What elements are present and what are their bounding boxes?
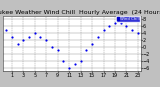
Point [68, 67, 70, 69]
Point [91, 43, 93, 44]
Point [125, 25, 128, 27]
Point [22, 39, 24, 41]
Point [62, 60, 65, 62]
Point [16, 43, 19, 44]
Point [33, 32, 36, 34]
Point [5, 29, 7, 30]
Legend: Wind Chill: Wind Chill [116, 16, 140, 22]
Point [51, 46, 53, 48]
Point [79, 60, 82, 62]
Point [120, 22, 122, 23]
Point [74, 64, 76, 65]
Point [108, 25, 111, 27]
Point [102, 29, 105, 30]
Point [39, 36, 42, 37]
Point [96, 36, 99, 37]
Point [56, 50, 59, 51]
Point [85, 50, 88, 51]
Point [11, 36, 13, 37]
Point [45, 39, 48, 41]
Point [114, 22, 116, 23]
Title: Milwaukee Weather Wind Chill  Hourly Average  (24 Hours): Milwaukee Weather Wind Chill Hourly Aver… [0, 10, 160, 15]
Point [131, 29, 133, 30]
Point [28, 36, 30, 37]
Point [137, 32, 139, 34]
